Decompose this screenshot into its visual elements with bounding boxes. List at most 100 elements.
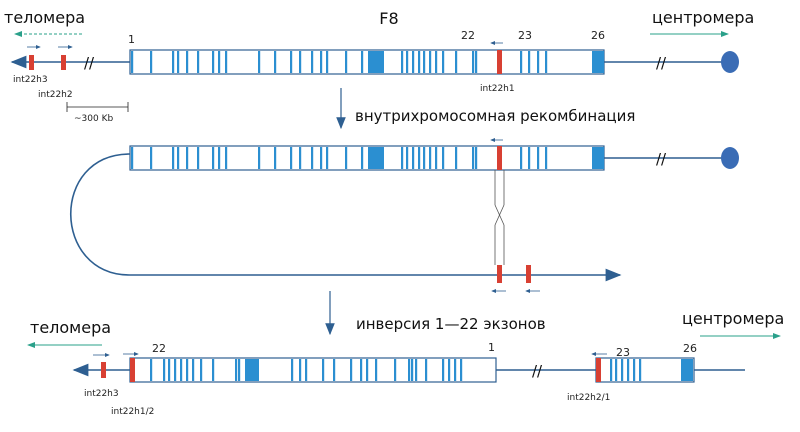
- exon-stripe: [537, 51, 540, 73]
- exon-stripe: [258, 51, 261, 73]
- exon-stripe: [435, 51, 438, 73]
- middle-break-mark: //: [656, 150, 667, 168]
- exon-stripe: [412, 147, 415, 169]
- bottom-centromere-label: центромера: [682, 309, 784, 328]
- exon-stripe: [177, 147, 180, 169]
- exon-stripe: [212, 359, 215, 381]
- inversion-label: инверсия 1—22 экзонов: [356, 315, 546, 333]
- exon-stripe: [455, 147, 458, 169]
- exon-stripe: [172, 147, 175, 169]
- top-int22h2-label: int22h2: [38, 90, 73, 100]
- exon-stripe: [299, 147, 302, 169]
- middle-centromere: [721, 147, 739, 169]
- top-gene: [129, 49, 605, 75]
- bottom-int22h2-1-label: int22h2/1: [567, 393, 610, 403]
- exon-stripe: [186, 51, 189, 73]
- exon-stripe: [326, 51, 329, 73]
- top-centromere: [721, 51, 739, 73]
- top-int22h2-marker: [61, 55, 66, 70]
- exon-stripe: [520, 51, 523, 73]
- bottom-gene-inverted: [129, 357, 497, 383]
- exon-stripe: [168, 359, 171, 381]
- exon-stripe: [225, 51, 228, 73]
- exon-stripe: [448, 359, 451, 381]
- bottom-telomere-label: теломера: [30, 318, 111, 337]
- exon-stripe: [150, 359, 153, 381]
- exon-block: [592, 51, 604, 73]
- exon-stripe: [186, 147, 189, 169]
- exon-stripe: [460, 359, 463, 381]
- exon-stripe: [412, 51, 415, 73]
- exon-stripe: [406, 51, 409, 73]
- exon-stripe: [429, 51, 432, 73]
- exon-stripe: [320, 147, 323, 169]
- exon-stripe: [408, 359, 411, 381]
- exon-block: [681, 359, 693, 381]
- top-centromere-label: центромера: [652, 8, 754, 27]
- bottom-exon-23-label: 23: [616, 346, 630, 359]
- exon-stripe: [172, 51, 175, 73]
- exon-stripe: [472, 147, 475, 169]
- exon-stripe: [299, 359, 302, 381]
- exon-block: [368, 51, 384, 73]
- exon-stripe: [305, 359, 308, 381]
- top-break-mark-left: //: [84, 54, 95, 72]
- exon-stripe: [131, 147, 134, 169]
- exon-stripe: [345, 51, 348, 73]
- bottom-exon-26-label: 26: [683, 342, 697, 355]
- exon-stripe: [311, 147, 314, 169]
- exon-stripe: [180, 359, 183, 381]
- exon-stripe: [258, 147, 261, 169]
- exon-stripe: [212, 51, 215, 73]
- exon-stripe: [361, 51, 364, 73]
- top-exon-1-label: 1: [128, 33, 135, 46]
- top-telomere-label: теломера: [4, 8, 85, 27]
- crossover: [494, 170, 505, 265]
- top-exon-23-label: 23: [518, 29, 532, 42]
- exon-stripe: [545, 51, 548, 73]
- exon-stripe: [423, 51, 426, 73]
- top-int22h3-label: int22h3: [13, 75, 48, 85]
- exon-stripe: [163, 359, 166, 381]
- exon-stripe: [291, 359, 294, 381]
- exon-stripe: [406, 147, 409, 169]
- middle-int22h1-marker: [497, 146, 502, 170]
- loop-int22h1-marker: [497, 265, 502, 283]
- exon-stripe: [290, 51, 293, 73]
- bottom-int22h1-2-marker: [130, 358, 135, 382]
- exon-stripe: [528, 51, 531, 73]
- exon-stripe: [212, 147, 215, 169]
- top-int22h1-marker: [497, 50, 502, 74]
- top-exon-26-label: 26: [591, 29, 605, 42]
- exon-stripe: [186, 359, 189, 381]
- top-int22h3-marker: [29, 55, 34, 70]
- exon-stripe: [418, 147, 421, 169]
- exon-stripe: [150, 147, 153, 169]
- exon-stripe: [345, 147, 348, 169]
- exon-stripe: [454, 359, 457, 381]
- exon-stripe: [394, 359, 397, 381]
- exon-stripe: [299, 51, 302, 73]
- exon-stripe: [639, 359, 642, 381]
- bottom-int22h3-marker: [101, 362, 106, 378]
- exon-stripe: [610, 359, 613, 381]
- exon-stripe: [238, 359, 241, 381]
- exon-stripe: [435, 147, 438, 169]
- bottom-int22h1-2-label: int22h1/2: [111, 407, 154, 417]
- exon-stripe: [442, 51, 445, 73]
- exon-stripe: [375, 359, 378, 381]
- exon-block: [592, 147, 604, 169]
- exon-stripe: [415, 359, 418, 381]
- middle-gene: [129, 145, 605, 171]
- exon-stripe: [442, 147, 445, 169]
- exon-stripe: [326, 147, 329, 169]
- exon-stripe: [350, 359, 353, 381]
- exon-stripe: [425, 359, 428, 381]
- exon-stripe: [401, 147, 404, 169]
- exon-stripe: [429, 147, 432, 169]
- exon-stripe: [423, 147, 426, 169]
- exon-stripe: [225, 147, 228, 169]
- exon-stripe: [360, 359, 363, 381]
- exon-stripe: [475, 51, 478, 73]
